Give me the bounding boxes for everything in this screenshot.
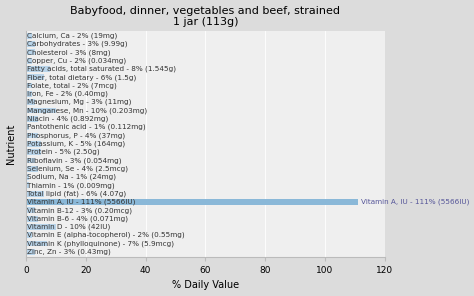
Text: Protein - 5% (2.50g): Protein - 5% (2.50g): [27, 149, 100, 155]
Bar: [26, 108, 56, 113]
Bar: [26, 124, 29, 130]
Text: Phosphorus, P - 4% (37mg): Phosphorus, P - 4% (37mg): [27, 132, 126, 139]
Text: Vitamin E (alpha-tocopherol) - 2% (0.55mg): Vitamin E (alpha-tocopherol) - 2% (0.55m…: [27, 232, 185, 239]
Bar: [26, 41, 35, 47]
Text: Total lipid (fat) - 6% (4.07g): Total lipid (fat) - 6% (4.07g): [27, 190, 127, 197]
Bar: [26, 182, 29, 188]
Text: Thiamin - 1% (0.009mg): Thiamin - 1% (0.009mg): [27, 182, 115, 189]
Title: Babyfood, dinner, vegetables and beef, strained
1 jar (113g): Babyfood, dinner, vegetables and beef, s…: [70, 6, 340, 27]
X-axis label: % Daily Value: % Daily Value: [172, 280, 239, 290]
Text: Zinc, Zn - 3% (0.43mg): Zinc, Zn - 3% (0.43mg): [27, 249, 111, 255]
Bar: [26, 166, 38, 172]
Bar: [26, 133, 38, 139]
Bar: [26, 74, 44, 80]
Text: Copper, Cu - 2% (0.034mg): Copper, Cu - 2% (0.034mg): [27, 57, 127, 64]
Bar: [26, 157, 35, 163]
Bar: [26, 249, 35, 255]
Bar: [26, 232, 32, 238]
Bar: [26, 199, 358, 205]
Text: Vitamin B-6 - 4% (0.071mg): Vitamin B-6 - 4% (0.071mg): [27, 215, 128, 222]
Bar: [26, 116, 38, 122]
Bar: [26, 241, 47, 247]
Bar: [26, 224, 56, 230]
Text: Vitamin A, IU - 111% (5566IU): Vitamin A, IU - 111% (5566IU): [27, 199, 136, 205]
Text: Iron, Fe - 2% (0.40mg): Iron, Fe - 2% (0.40mg): [27, 91, 109, 97]
Text: Calcium, Ca - 2% (19mg): Calcium, Ca - 2% (19mg): [27, 33, 118, 39]
Text: Riboflavin - 3% (0.054mg): Riboflavin - 3% (0.054mg): [27, 157, 122, 164]
Y-axis label: Nutrient: Nutrient: [6, 124, 16, 164]
Text: Selenium, Se - 4% (2.5mcg): Selenium, Se - 4% (2.5mcg): [27, 165, 128, 172]
Bar: [26, 58, 32, 64]
Bar: [26, 49, 35, 55]
Bar: [26, 33, 32, 38]
Text: Manganese, Mn - 10% (0.203mg): Manganese, Mn - 10% (0.203mg): [27, 107, 147, 114]
Text: Sodium, Na - 1% (24mg): Sodium, Na - 1% (24mg): [27, 174, 117, 180]
Bar: [26, 191, 44, 197]
Bar: [26, 141, 41, 147]
Text: Vitamin B-12 - 3% (0.20mcg): Vitamin B-12 - 3% (0.20mcg): [27, 207, 132, 213]
Bar: [26, 66, 50, 72]
Text: Magnesium, Mg - 3% (11mg): Magnesium, Mg - 3% (11mg): [27, 99, 132, 105]
Bar: [26, 207, 35, 213]
Bar: [26, 83, 32, 89]
Bar: [26, 216, 38, 221]
Bar: [26, 174, 29, 180]
Text: Fatty acids, total saturated - 8% (1.545g): Fatty acids, total saturated - 8% (1.545…: [27, 66, 176, 72]
Bar: [26, 99, 35, 105]
Bar: [26, 91, 32, 97]
Text: Niacin - 4% (0.892mg): Niacin - 4% (0.892mg): [27, 116, 109, 122]
Text: Carbohydrates - 3% (9.99g): Carbohydrates - 3% (9.99g): [27, 41, 128, 47]
Text: Folate, total - 2% (7mcg): Folate, total - 2% (7mcg): [27, 82, 117, 89]
Text: Potassium, K - 5% (164mg): Potassium, K - 5% (164mg): [27, 141, 126, 147]
Text: Vitamin A, IU - 111% (5566IU): Vitamin A, IU - 111% (5566IU): [361, 199, 469, 205]
Text: Pantothenic acid - 1% (0.112mg): Pantothenic acid - 1% (0.112mg): [27, 124, 146, 131]
Text: Vitamin K (phylloquinone) - 7% (5.9mcg): Vitamin K (phylloquinone) - 7% (5.9mcg): [27, 240, 174, 247]
Text: Cholesterol - 3% (8mg): Cholesterol - 3% (8mg): [27, 49, 111, 56]
Text: Vitamin D - 10% (42IU): Vitamin D - 10% (42IU): [27, 224, 111, 230]
Bar: [26, 149, 41, 155]
Text: Fiber, total dietary - 6% (1.5g): Fiber, total dietary - 6% (1.5g): [27, 74, 137, 81]
